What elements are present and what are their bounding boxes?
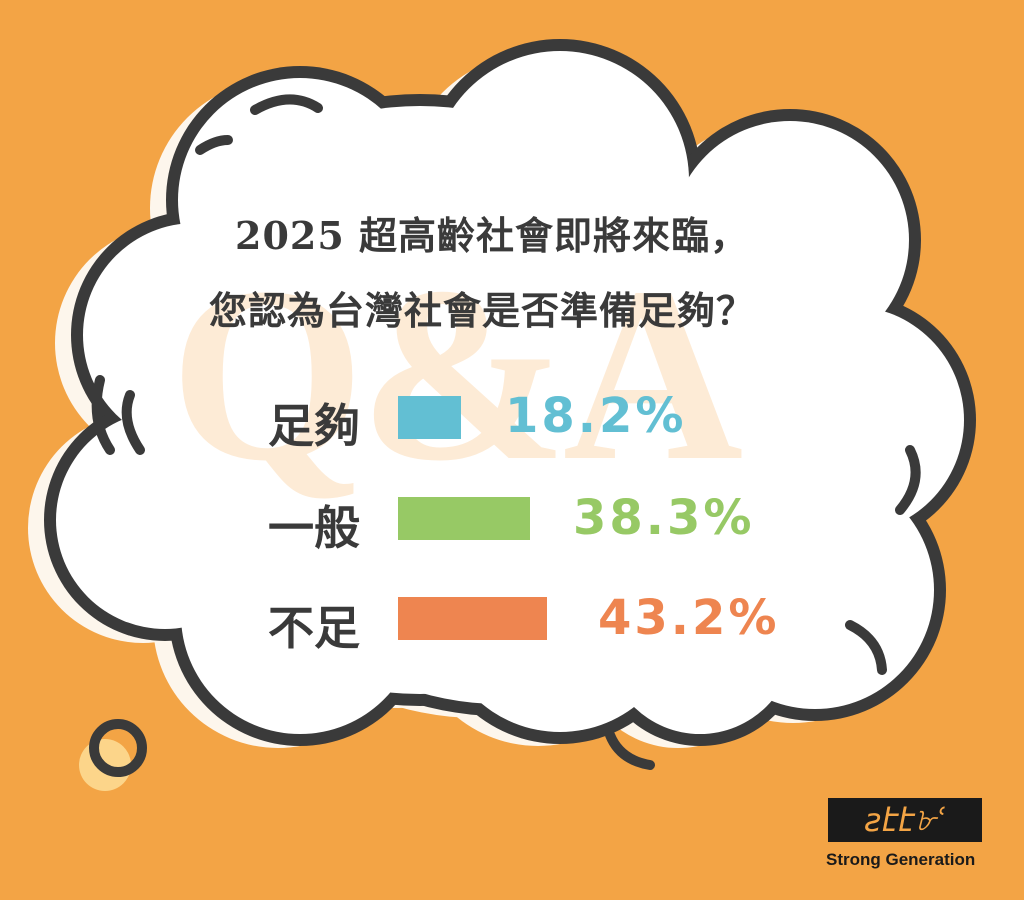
title-line-2: 您認為台灣社會是否準備足夠？ [208,288,755,333]
brand-name: Strong Generation [826,850,976,869]
logo-signature: ƨէէ৮ՙ [864,801,946,839]
category-label: 足夠 [268,399,360,453]
category-label: 不足 [268,601,360,655]
value-label: 43.2% [598,590,780,646]
bar-average [398,497,531,540]
value-label: 38.3% [573,490,755,546]
cloud-accent-strokes [91,94,921,770]
value-label: 18.2% [505,388,687,444]
qa-watermark: Q&A [170,236,743,513]
brand-logo: ƨէէ৮ՙ [828,798,982,842]
bar-sufficient [398,396,461,439]
title-line-1: 2025 超高齡社會即將來臨， [235,213,749,258]
category-label: 一般 [268,501,360,555]
small-bubble [89,719,147,777]
bar-insufficient [398,597,548,640]
